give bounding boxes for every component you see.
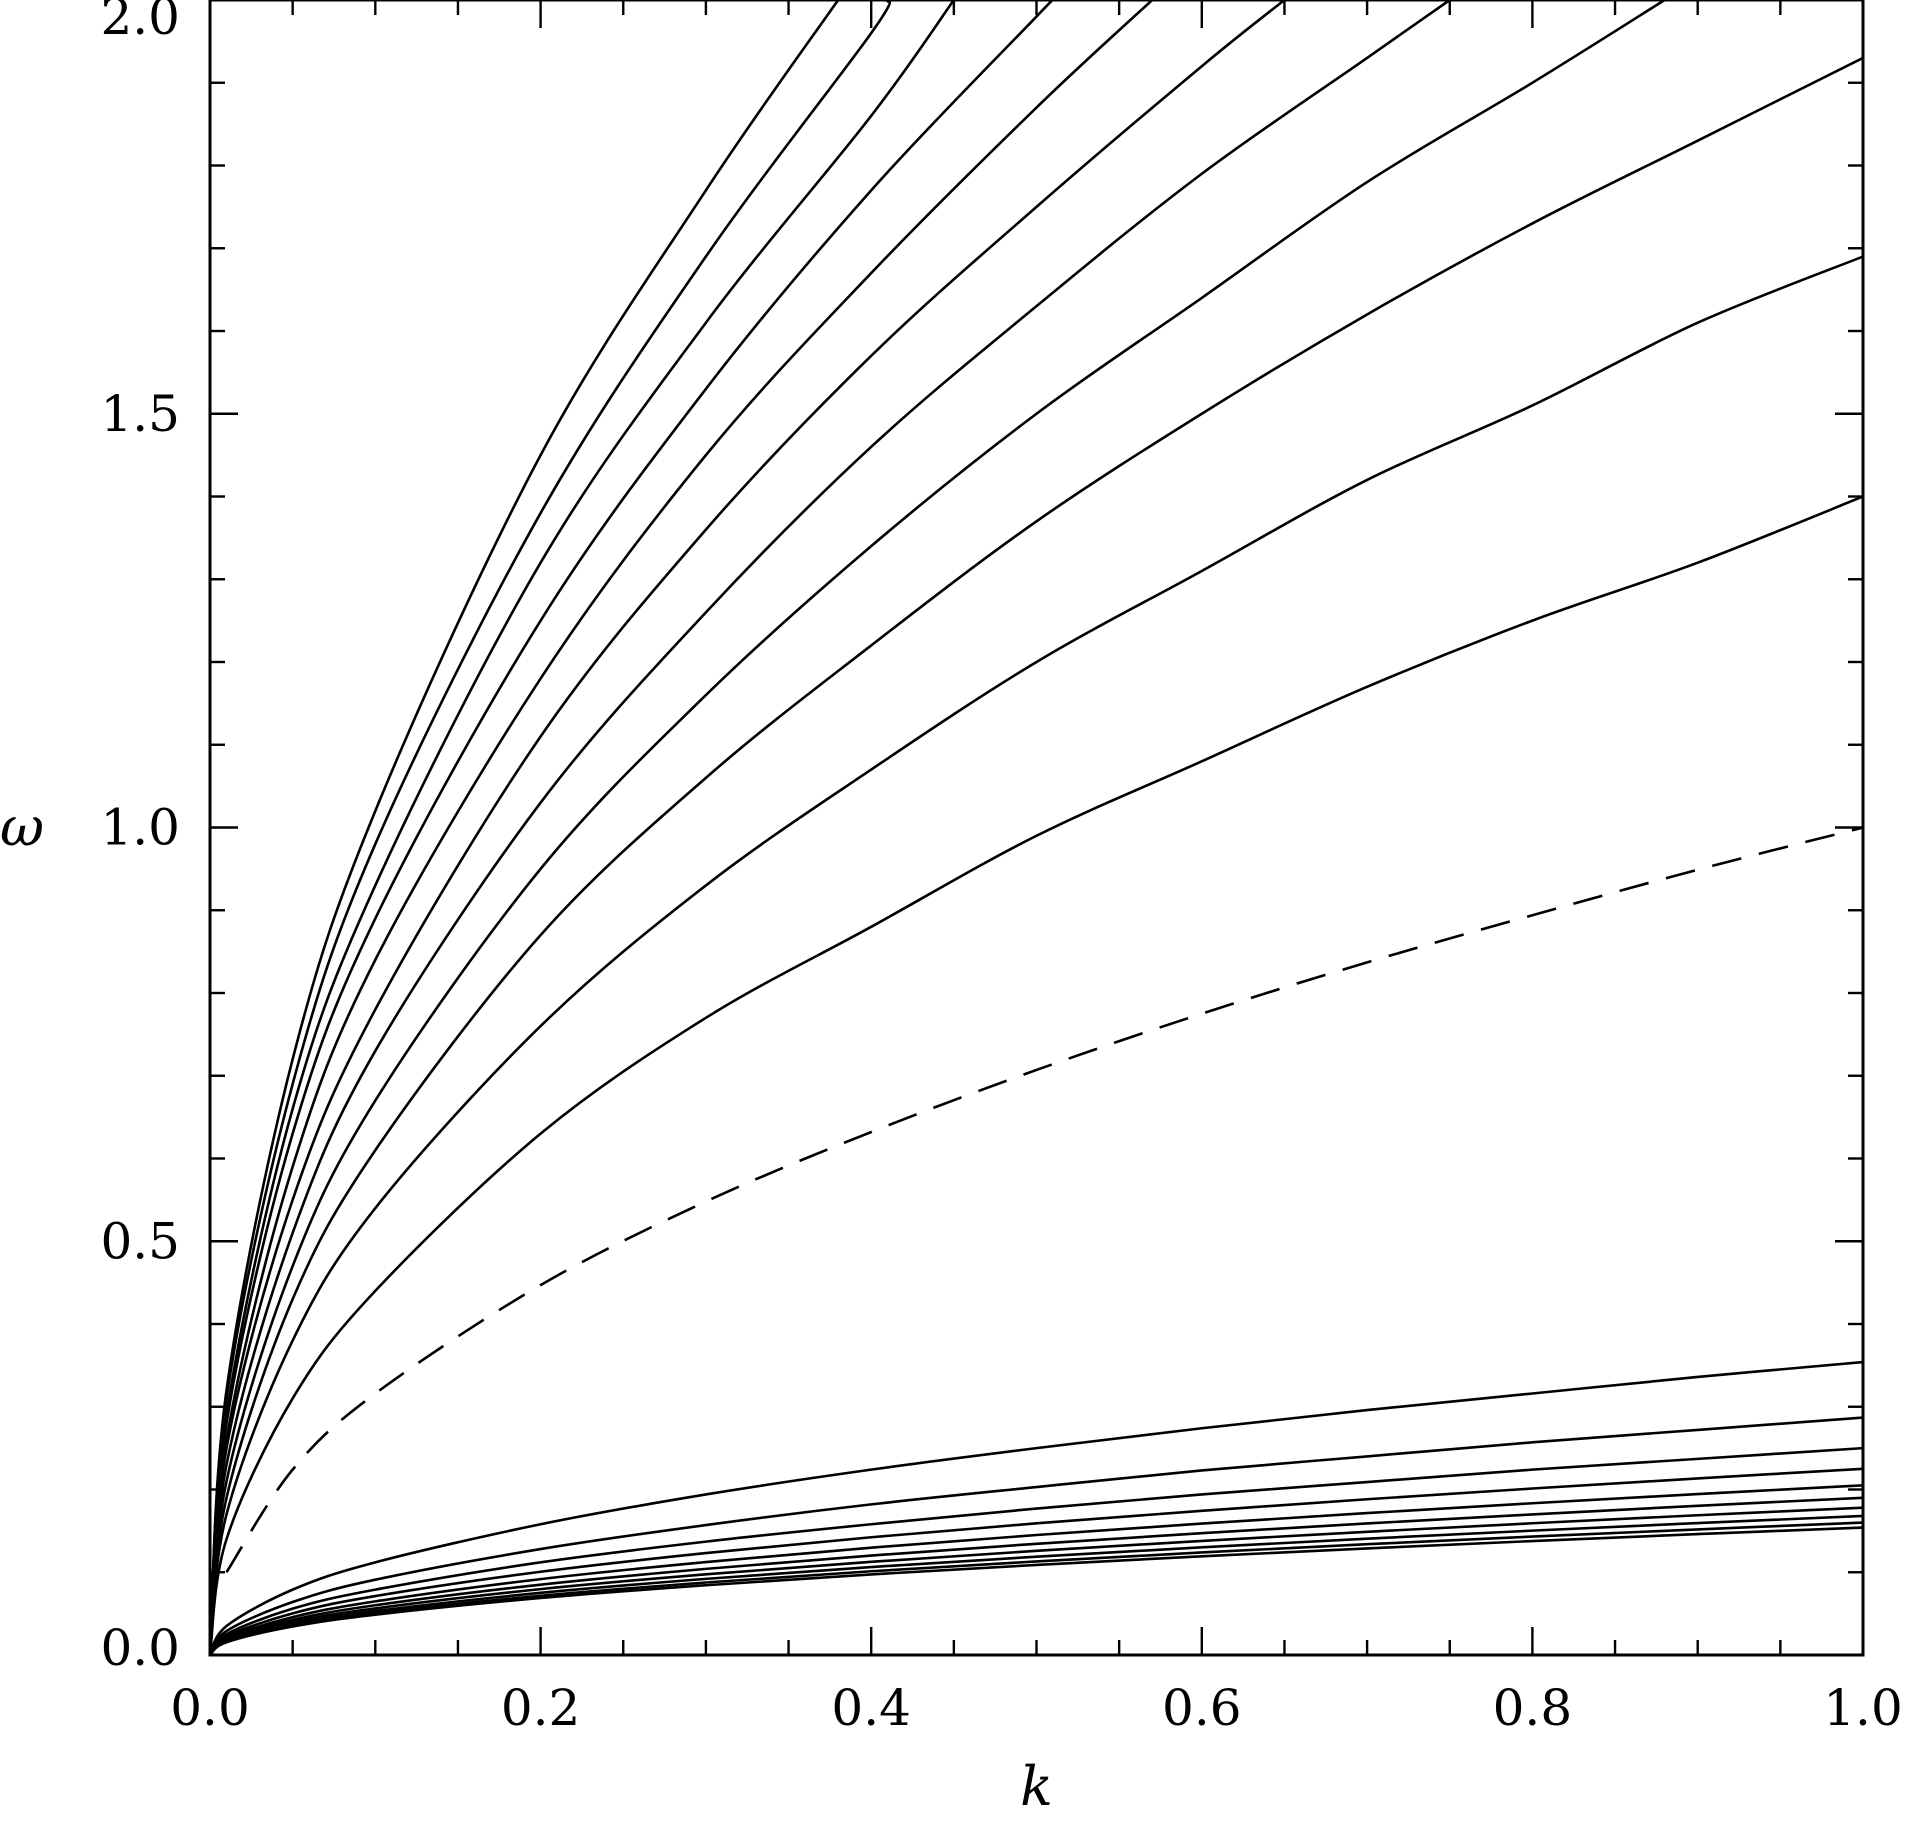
series-line-19 xyxy=(210,1514,1863,1655)
series-line-21 xyxy=(210,1526,1863,1655)
x-tick-label: 0.4 xyxy=(831,1679,911,1737)
y-tick-label: 1.0 xyxy=(100,799,180,857)
series-line-dashed xyxy=(225,826,1863,1573)
series-line-6 xyxy=(210,0,1286,1655)
series-line-8 xyxy=(210,0,1055,1655)
series-line-12 xyxy=(210,1360,1863,1655)
series-line-10 xyxy=(210,0,892,1655)
x-axis-label: k xyxy=(1020,1755,1053,1818)
x-tick-label: 0.6 xyxy=(1162,1679,1242,1737)
series-line-13 xyxy=(210,1416,1863,1655)
y-tick-label: 2.0 xyxy=(100,0,180,46)
series-line-2 xyxy=(210,255,1863,1655)
series-line-1 xyxy=(210,495,1863,1655)
series-line-4 xyxy=(210,0,1666,1655)
series-line-14 xyxy=(210,1446,1863,1655)
x-tick-label: 0.8 xyxy=(1493,1679,1573,1737)
series-line-15 xyxy=(210,1467,1863,1655)
x-tick-label: 1.0 xyxy=(1823,1679,1903,1737)
series-line-9 xyxy=(210,0,955,1655)
y-tick-label: 1.5 xyxy=(100,385,180,443)
tick-labels: 0.0 0.2 0.4 0.6 0.8 1.0 0.0 0.5 1.0 1.5 2.0 xyxy=(100,0,1902,1737)
series-line-18 xyxy=(210,1506,1863,1655)
series-line-20 xyxy=(210,1521,1863,1655)
ticks-layer xyxy=(208,0,1865,1657)
series-line-16 xyxy=(210,1484,1863,1655)
x-tick-label: 0.2 xyxy=(501,1679,581,1737)
series-line-3 xyxy=(210,56,1863,1655)
series-line-7 xyxy=(210,0,1154,1655)
plot-frame xyxy=(208,0,1865,1657)
y-axis-label: ω xyxy=(0,796,44,859)
series-line-5 xyxy=(210,0,1451,1655)
series-line-11 xyxy=(210,0,840,1655)
x-tick-label: 0.0 xyxy=(170,1679,250,1737)
series-line-17 xyxy=(210,1496,1863,1655)
series-layer xyxy=(210,0,1863,1655)
y-tick-label: 0.5 xyxy=(100,1212,180,1270)
y-tick-label: 0.0 xyxy=(100,1619,180,1677)
